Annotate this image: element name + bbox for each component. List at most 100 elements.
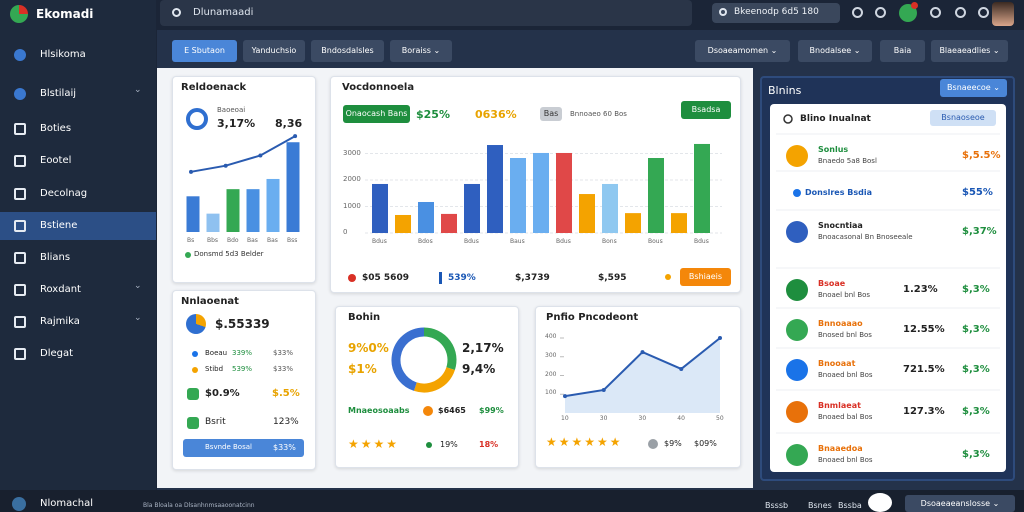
row-title: Bnooaat	[818, 359, 856, 368]
row-label: Stibd	[205, 365, 224, 373]
x-tick-label: Bons	[602, 238, 617, 245]
row-value: $33%	[273, 349, 294, 357]
y-tick-label: 300	[545, 351, 557, 359]
x-tick-label: Bdus	[556, 238, 571, 245]
chevron[interactable]: ⌄	[134, 281, 142, 291]
nav-active[interactable]	[0, 212, 156, 240]
toolbar-button[interactable]	[243, 40, 305, 62]
button[interactable]	[681, 101, 731, 119]
search-bar[interactable]	[160, 0, 692, 26]
nav-item[interactable]: Decolnag	[40, 188, 88, 199]
icon[interactable]	[978, 7, 989, 18]
row-value: 1.23%	[903, 284, 938, 295]
avatar[interactable]	[992, 2, 1014, 26]
bottom-bar	[0, 490, 1024, 512]
link[interactable]: Bssba	[838, 501, 862, 510]
y-tick-label: 0	[343, 228, 348, 236]
button[interactable]	[905, 495, 1015, 512]
button-label[interactable]: Baia	[893, 46, 912, 55]
x-tick-label: Bbs	[207, 237, 219, 244]
row-value: $,3%	[962, 449, 990, 460]
footer-label: Nlomachal	[40, 498, 93, 509]
button-label[interactable]: Boraiss ⌄	[401, 46, 441, 55]
nav-icon	[14, 88, 26, 100]
icon[interactable]	[955, 7, 966, 18]
value: 0636%	[475, 108, 517, 121]
button-label[interactable]: E Sbutaon	[184, 46, 225, 55]
nav-item[interactable]: Blians	[40, 252, 71, 263]
y-tick-label: 400	[545, 333, 557, 340]
nav-item[interactable]: Bstiene	[40, 220, 78, 231]
row-subtitle: Bnosed bnl Bos	[818, 331, 872, 339]
value: $09%	[694, 439, 717, 448]
button-label[interactable]: Bsadsa	[691, 105, 721, 114]
tag[interactable]	[540, 107, 562, 121]
nav-item[interactable]: Boties	[40, 123, 72, 134]
link[interactable]: Bsssb	[765, 501, 789, 510]
nav-icon	[14, 316, 26, 328]
card-title: Reldoenack	[181, 82, 247, 93]
row-title: Bnnoaaao	[818, 319, 863, 328]
icon[interactable]	[875, 7, 886, 18]
footer-icon	[12, 497, 26, 511]
toolbar-button[interactable]	[311, 40, 384, 62]
nav-item[interactable]: Roxdant	[40, 284, 81, 295]
toolbar-button[interactable]	[172, 40, 237, 62]
button-label[interactable]: Yanduchsio	[251, 46, 297, 55]
nav-item[interactable]: Dlegat	[40, 348, 74, 359]
button-label[interactable]: Bas	[543, 109, 559, 118]
x-tick-label: 30	[638, 415, 647, 422]
button-label[interactable]: Blaeaeadlies ⌄	[939, 46, 1000, 55]
row-title: Snocntiaa	[818, 221, 863, 230]
icon	[187, 417, 199, 429]
status-box[interactable]	[712, 3, 840, 23]
x-tick-label: Bdo	[227, 237, 239, 244]
icon[interactable]	[868, 493, 892, 512]
row-subtitle: Bnaedo 5a8 Bosl	[818, 157, 877, 165]
nav-item[interactable]: Hlsikoma	[40, 49, 86, 60]
x-tick-label: Bdos	[418, 238, 433, 245]
nav-icon	[14, 252, 26, 264]
button-label[interactable]: Bnodalsee ⌄	[809, 46, 861, 55]
button-label[interactable]: Bndosdalsles	[321, 46, 374, 55]
button[interactable]	[680, 268, 731, 286]
icon[interactable]	[852, 7, 863, 18]
toolbar-button[interactable]	[390, 40, 452, 62]
row-value: 12.55%	[903, 324, 945, 335]
row-value: $,3%	[962, 406, 990, 417]
row-value: $,37%	[962, 226, 997, 237]
nav-item[interactable]: Rajmika	[40, 316, 80, 327]
button-label[interactable]: Dsoaeaeanslosse ⌄	[920, 498, 1000, 508]
chip[interactable]	[343, 105, 410, 123]
search-text[interactable]: Dlunamaadi	[193, 7, 254, 18]
status-text[interactable]: Bkeenodp 6d5 180	[734, 7, 819, 17]
nav-item[interactable]: Blstilaij	[40, 88, 77, 99]
row-title: Bnaaedoa	[818, 444, 863, 453]
value: $25%	[416, 108, 450, 121]
chevron[interactable]: ⌄	[134, 85, 142, 95]
row-value: 721.5%	[903, 364, 945, 375]
chevron[interactable]: ⌄	[134, 313, 142, 323]
highlight-bar[interactable]	[183, 439, 304, 457]
row-label: Bsrit	[205, 417, 226, 427]
toolbar-button[interactable]	[931, 40, 1008, 62]
button-label[interactable]: Onaocash Bans	[345, 109, 408, 118]
button[interactable]	[940, 79, 1007, 97]
toolbar-button[interactable]	[880, 40, 925, 62]
x-tick-label: Bdus	[464, 238, 479, 245]
link[interactable]: Bsnes	[808, 501, 832, 510]
button[interactable]	[930, 110, 996, 126]
rating-stars: ★★★★	[348, 437, 400, 451]
nav-item[interactable]: Eootel	[40, 155, 72, 166]
bar-label: Bsvnde Bosal	[205, 443, 252, 451]
row-value: $33%	[273, 365, 294, 373]
icon[interactable]	[930, 7, 941, 18]
y-tick-label: 1000	[343, 201, 361, 210]
button-label[interactable]: Bshiaeis	[688, 272, 723, 281]
button-label[interactable]: Dsoaeamomen ⌄	[707, 46, 778, 55]
button-label[interactable]: Bsnaoseoe	[941, 113, 985, 122]
toolbar-button[interactable]	[695, 40, 790, 62]
button-label[interactable]: Bsnaeecoe ⌄	[947, 83, 1000, 92]
toolbar-button[interactable]	[798, 40, 872, 62]
icon	[187, 388, 199, 400]
